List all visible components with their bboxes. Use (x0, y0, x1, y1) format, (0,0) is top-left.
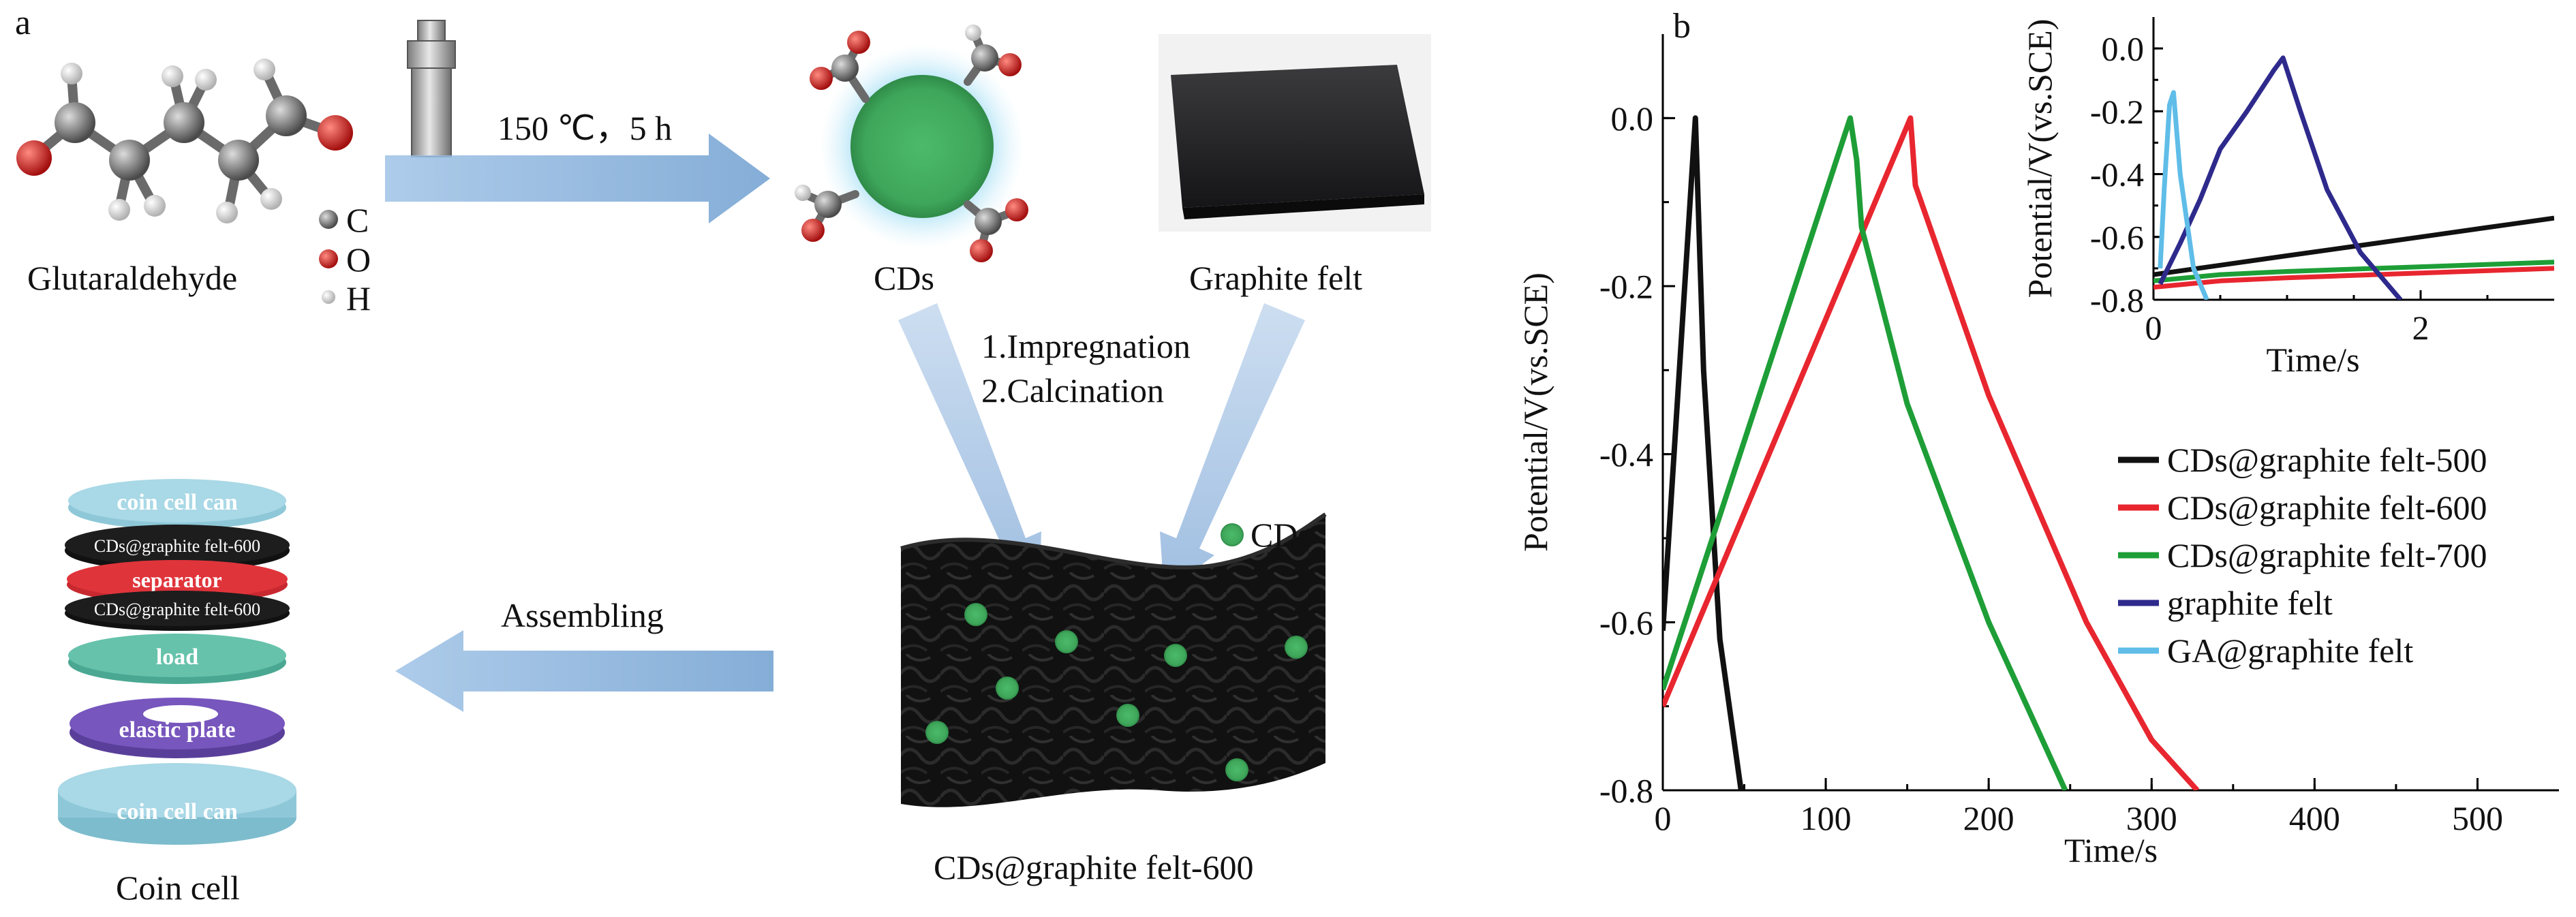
y-tick-label: 0.0 (1611, 99, 1654, 138)
y-tick-label: 0.0 (2102, 30, 2145, 68)
x-tick-label: 100 (1800, 799, 1852, 837)
charge-discharge-chart: 0 100 200 300 400 500 0.0 -0.2 -0.4 -0.6 -0.8 Time/… (1516, 7, 2559, 869)
x-tick-label: 300 (2126, 799, 2177, 837)
graphite-felt-label: Graphite felt (1189, 259, 1362, 297)
atom-legend-o: O (346, 240, 371, 279)
step-impregnation: 1.Impregnation (981, 327, 1191, 365)
reaction-arrow (385, 134, 770, 223)
autoclave-icon (407, 20, 456, 157)
coin-layer-label-5: elastic plate (119, 717, 236, 743)
legend-label-2: CDs@graphite felt-700 (2167, 536, 2487, 574)
reaction-condition: 150 ℃，5 h (497, 109, 672, 147)
y-tick-label: -0.6 (2090, 218, 2144, 256)
legend-label-0: CDs@graphite felt-500 (2167, 441, 2487, 479)
hydrogen-atom-icon (322, 290, 335, 304)
series-line-4 (2158, 90, 2209, 300)
impregnation-arrow-left (898, 303, 1041, 593)
y-tick-label: -0.4 (2090, 155, 2144, 193)
legend-label-3: graphite felt (2167, 584, 2333, 622)
coin-cell-label: Coin cell (116, 869, 240, 907)
graphite-felt-photo (1159, 34, 1431, 232)
atom-legend: C O H (319, 201, 371, 317)
x-tick-label: 0 (2145, 309, 2162, 347)
glutaraldehyde-molecule-icon (16, 59, 353, 223)
coin-layer-load: load (68, 634, 286, 684)
cds-legend-label: CDs (1251, 516, 1311, 554)
x-tick-label: 200 (1963, 799, 2014, 837)
y-tick-label: -0.6 (1599, 604, 1653, 642)
chart-legend: CDs@graphite felt-500 CDs@graphite felt-6… (2118, 441, 2487, 670)
y-axis-title: Potential/V(vs.SCE) (2021, 19, 2059, 298)
carbon-atom-icon (319, 210, 338, 229)
x-tick-label: 400 (2289, 799, 2340, 837)
atom-legend-c: C (346, 201, 369, 239)
oxygen-atom-icon (319, 249, 338, 268)
series-line-2 (1663, 115, 2068, 790)
coin-cell-stack: coin cell can CDs@graphite felt-600 sepa… (58, 479, 296, 845)
y-tick-label: -0.2 (2090, 93, 2144, 131)
embedded-carbon-dots (925, 603, 1308, 781)
series-line-3 (2158, 55, 2403, 300)
y-tick-label: -0.4 (1599, 435, 1653, 473)
inset-chart: 0 2 0.0 -0.2 -0.4 -0.6 -0.8 Time/s Potential/V(v… (2021, 17, 2554, 379)
coin-layer-label-1: CDs@graphite felt-600 (94, 536, 260, 556)
product-label: CDs@graphite felt-600 (934, 848, 1254, 886)
carbon-dot-icon (795, 25, 1028, 262)
cds-legend-icon (1221, 523, 1244, 546)
coin-layer-bottom-can: coin cell can (58, 763, 296, 845)
panel-a-label: a (15, 3, 31, 42)
legend-label-1: CDs@graphite felt-600 (2167, 488, 2487, 527)
cds-label: CDs (874, 259, 934, 297)
y-tick-label: -0.8 (1599, 772, 1653, 810)
y-tick-label: -0.8 (2090, 281, 2144, 320)
series-line-1 (1663, 115, 2200, 790)
x-axis-title: Time/s (2064, 831, 2158, 869)
x-tick-label: 0 (1655, 799, 1672, 837)
coin-layer-label-2: separator (132, 568, 222, 592)
coin-layer-electrode-bottom: CDs@graphite felt-600 (65, 591, 290, 631)
step-calcination: 2.Calcination (981, 371, 1164, 409)
assembling-label: Assembling (501, 596, 664, 634)
x-tick-label: 2 (2412, 309, 2429, 347)
series-line-0 (2153, 215, 2554, 277)
legend-label-4: GA@graphite felt (2167, 632, 2413, 670)
y-axis-title: Potential/V(vs.SCE) (1516, 273, 1554, 552)
x-axis-title: Time/s (2266, 341, 2359, 379)
atom-legend-h: H (346, 279, 371, 317)
coin-layer-top-can: coin cell can (68, 479, 286, 529)
series-line-0 (1663, 115, 1744, 790)
x-tick-label: 500 (2452, 799, 2503, 837)
coin-layer-elastic-plate: elastic plate (70, 698, 285, 758)
coin-layer-label-0: coin cell can (117, 490, 238, 515)
assembling-arrow (395, 630, 773, 712)
impregnation-arrow-right (1160, 303, 1305, 593)
y-tick-label: -0.2 (1599, 268, 1653, 306)
composite-felt (900, 512, 1327, 807)
panel-b-label: b (1673, 7, 1691, 46)
coin-layer-label-4: load (156, 644, 198, 670)
coin-layer-electrode-top: CDs@graphite felt-600 (65, 525, 290, 571)
glutaraldehyde-label: Glutaraldehyde (27, 259, 237, 297)
coin-layer-label-3: CDs@graphite felt-600 (94, 600, 260, 619)
coin-layer-label-6: coin cell can (117, 799, 238, 824)
